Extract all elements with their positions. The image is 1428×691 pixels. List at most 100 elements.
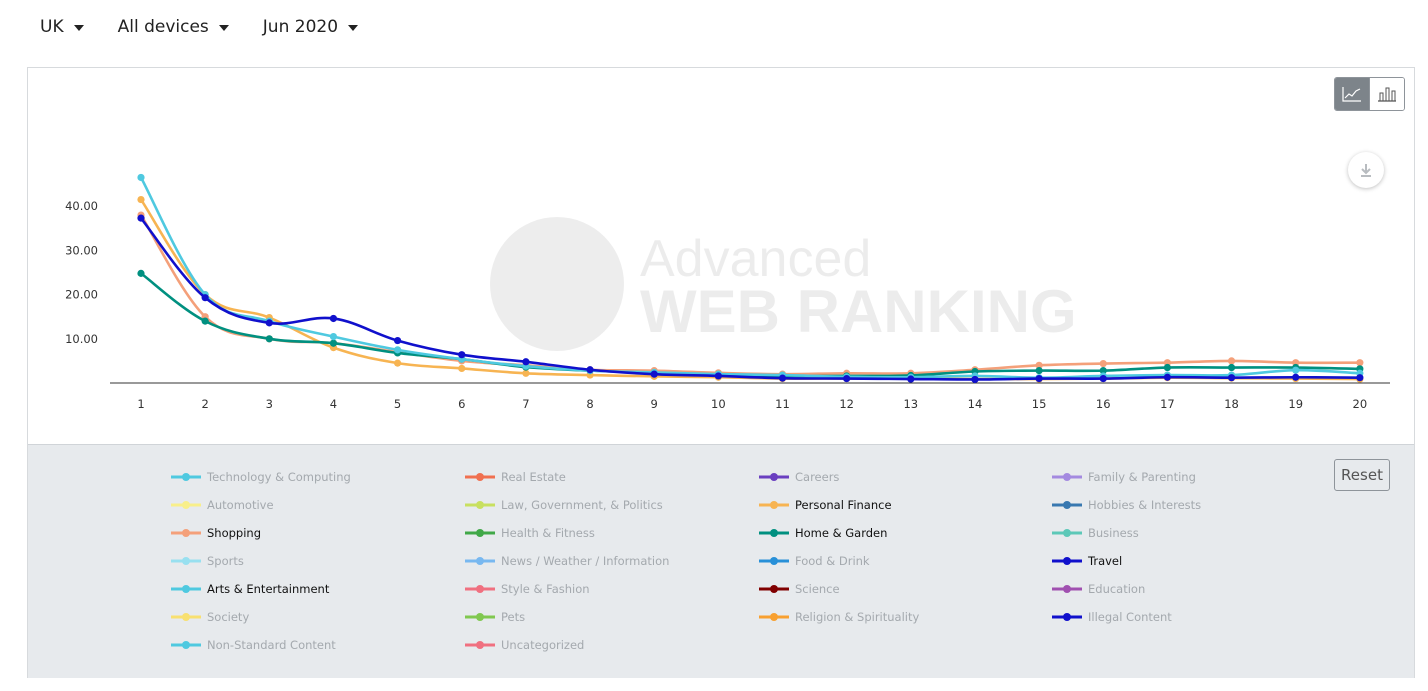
country-dropdown[interactable]: UK	[40, 14, 84, 40]
data-point[interactable]	[1163, 373, 1171, 381]
data-point[interactable]	[650, 370, 658, 378]
legend-label: Sports	[207, 554, 244, 568]
legend-item[interactable]: Uncategorized	[465, 635, 584, 655]
data-point[interactable]	[137, 173, 145, 182]
x-tick-label: 4	[330, 397, 337, 411]
legend-item[interactable]: Science	[759, 579, 840, 599]
legend-item[interactable]: Society	[171, 607, 249, 627]
data-point[interactable]	[329, 339, 338, 347]
data-point[interactable]	[522, 358, 530, 366]
legend-item[interactable]: Arts & Entertainment	[171, 579, 329, 599]
data-point[interactable]	[265, 319, 273, 327]
legend-swatch-icon	[171, 501, 201, 509]
legend-label: Illegal Content	[1088, 610, 1172, 624]
legend-item[interactable]: News / Weather / Information	[465, 551, 669, 571]
legend-label: Careers	[795, 470, 840, 484]
legend-item[interactable]: Law, Government, & Politics	[465, 495, 663, 515]
caret-down-icon	[348, 24, 359, 31]
data-point[interactable]	[137, 214, 145, 222]
reset-button[interactable]: Reset	[1334, 459, 1390, 491]
legend-item[interactable]: Technology & Computing	[171, 467, 351, 487]
legend-item[interactable]: Education	[1052, 579, 1145, 599]
data-point[interactable]	[907, 375, 915, 383]
legend-item[interactable]: Personal Finance	[759, 495, 892, 515]
legend-item[interactable]: Style & Fashion	[465, 579, 590, 599]
legend-swatch-icon	[465, 501, 495, 509]
x-tick-label: 12	[839, 397, 854, 411]
legend-item[interactable]: Illegal Content	[1052, 607, 1172, 627]
data-point[interactable]	[522, 369, 530, 377]
data-point[interactable]	[458, 351, 466, 359]
legend-item[interactable]: Sports	[171, 551, 244, 571]
data-point[interactable]	[201, 294, 209, 302]
legend-item[interactable]: Food & Drink	[759, 551, 870, 571]
data-point[interactable]	[1099, 367, 1107, 375]
legend-item[interactable]: Non-Standard Content	[171, 635, 336, 655]
data-point[interactable]	[1163, 363, 1171, 372]
data-point[interactable]	[137, 195, 145, 204]
legend-item[interactable]: Family & Parenting	[1052, 467, 1196, 487]
data-point[interactable]	[1227, 357, 1236, 365]
x-tick-label: 14	[968, 397, 983, 411]
legend-item[interactable]: Pets	[465, 607, 525, 627]
data-point[interactable]	[843, 374, 851, 383]
line-view-button[interactable]	[1335, 78, 1369, 110]
device-dropdown-label: All devices	[117, 17, 209, 37]
data-point[interactable]	[394, 346, 402, 354]
legend-swatch-icon	[171, 585, 201, 593]
legend-item[interactable]: Automotive	[171, 495, 274, 515]
data-point[interactable]	[1099, 374, 1107, 383]
legend-swatch-icon	[465, 529, 495, 537]
data-point[interactable]	[329, 314, 338, 323]
data-point[interactable]	[971, 375, 979, 384]
legend-item[interactable]: Business	[1052, 523, 1139, 543]
legend-item[interactable]: Travel	[1052, 551, 1122, 571]
legend-item[interactable]: Real Estate	[465, 467, 566, 487]
legend-swatch-icon	[1052, 585, 1082, 593]
bar-view-button[interactable]	[1369, 78, 1404, 110]
country-dropdown-label: UK	[40, 17, 64, 37]
series-travel	[137, 214, 1364, 384]
period-dropdown[interactable]: Jun 2020	[263, 14, 359, 40]
data-point[interactable]	[1035, 367, 1043, 375]
data-point[interactable]	[394, 336, 402, 345]
data-point[interactable]	[1292, 366, 1300, 374]
device-dropdown[interactable]: All devices	[118, 14, 229, 40]
data-point[interactable]	[1292, 373, 1300, 381]
data-point[interactable]	[1356, 359, 1364, 367]
legend-swatch-icon	[759, 473, 789, 481]
data-point[interactable]	[1356, 374, 1364, 382]
download-button[interactable]	[1348, 152, 1384, 188]
x-tick-label: 16	[1096, 397, 1111, 411]
x-tick-label: 5	[394, 397, 401, 411]
data-point[interactable]	[265, 335, 273, 343]
data-point[interactable]	[458, 364, 466, 373]
legend-swatch-icon	[759, 529, 789, 537]
data-point[interactable]	[778, 374, 787, 382]
data-point[interactable]	[1227, 374, 1236, 382]
x-tick-label: 20	[1353, 397, 1368, 411]
y-tick-label: 20.00	[65, 288, 98, 302]
data-point[interactable]	[137, 269, 145, 277]
data-point[interactable]	[394, 359, 402, 367]
data-point[interactable]	[329, 332, 338, 341]
data-point[interactable]	[1227, 363, 1236, 372]
legend-item[interactable]: Careers	[759, 467, 839, 487]
legend-swatch-icon	[1052, 473, 1082, 481]
data-point[interactable]	[586, 366, 594, 374]
bar-chart-icon	[1378, 87, 1396, 102]
data-point[interactable]	[1099, 359, 1107, 368]
data-point[interactable]	[1035, 361, 1043, 369]
data-point[interactable]	[714, 372, 722, 380]
legend-item[interactable]: Hobbies & Interests	[1052, 495, 1201, 515]
legend-item[interactable]: Health & Fitness	[465, 523, 595, 543]
y-axis: 10.00 20.00 30.00 40.00	[65, 199, 98, 346]
legend-item[interactable]: Shopping	[171, 523, 261, 543]
legend-item[interactable]: Religion & Spirituality	[759, 607, 919, 627]
legend-swatch-icon	[1052, 613, 1082, 621]
data-point[interactable]	[201, 317, 209, 325]
legend-item[interactable]: Home & Garden	[759, 523, 887, 543]
legend-label: Health & Fitness	[501, 526, 595, 540]
data-point[interactable]	[1035, 374, 1043, 383]
legend-label: Arts & Entertainment	[207, 582, 330, 596]
